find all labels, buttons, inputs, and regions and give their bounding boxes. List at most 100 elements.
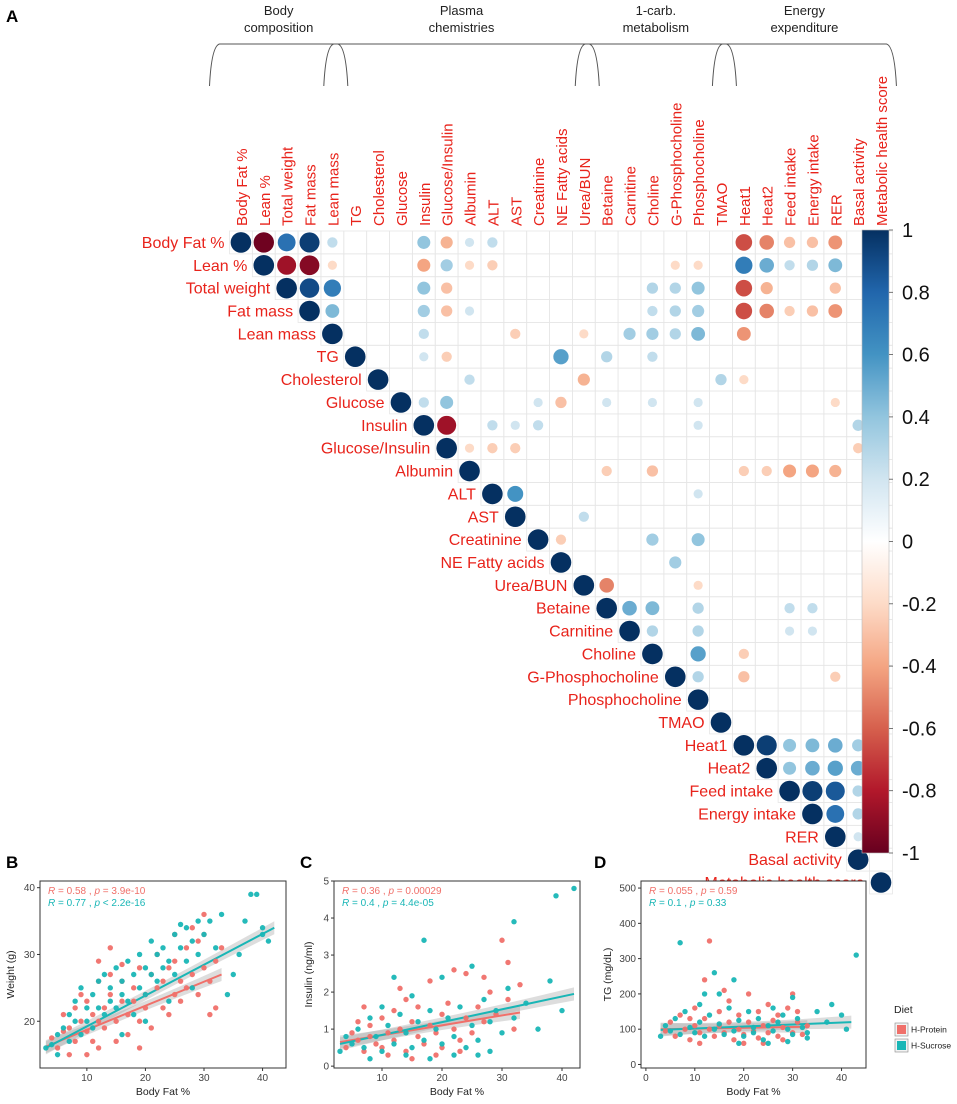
fit-line-h-sucrose xyxy=(660,1021,852,1031)
grid-cell xyxy=(640,482,665,506)
point-h-sucrose xyxy=(814,1008,820,1015)
point-h-sucrose xyxy=(409,993,415,999)
point-h-protein xyxy=(379,1015,385,1021)
group-label-body: Body xyxy=(264,3,294,18)
grid-cell xyxy=(526,322,550,346)
grid-cell xyxy=(389,299,413,323)
point-h-protein xyxy=(385,1052,391,1058)
grid-cell xyxy=(823,367,848,392)
corr-circle-creatinine-choline xyxy=(646,533,659,546)
row-label-lean-mass: Lean mass xyxy=(238,326,316,343)
grid-cell xyxy=(572,230,596,255)
point-h-protein xyxy=(136,1018,143,1024)
grid-cell xyxy=(800,504,825,529)
colorbar-label-1: -1 xyxy=(902,843,920,865)
point-h-sucrose xyxy=(95,978,102,984)
grid-cell xyxy=(663,482,688,506)
col-label-alt: ALT xyxy=(485,200,502,226)
point-h-sucrose xyxy=(475,1037,481,1043)
point-h-protein xyxy=(745,1019,752,1025)
grid-cell xyxy=(526,299,550,323)
point-h-protein xyxy=(195,991,201,998)
point-h-protein xyxy=(475,1004,481,1010)
point-h-sucrose xyxy=(224,991,231,998)
point-h-sucrose xyxy=(760,1037,766,1043)
point-h-sucrose xyxy=(379,1004,385,1010)
grid-cell xyxy=(823,436,848,460)
plot-b: 10 20 30 40 20 30 40 Body Fat % Weight (g) R = 0.… xyxy=(5,880,287,1098)
col-label-heat2: Heat2 xyxy=(760,186,777,226)
grid-cell xyxy=(411,367,436,392)
corr-circle-insulin-glucose-insulin xyxy=(437,415,457,435)
point-h-sucrose xyxy=(101,1011,108,1018)
point-h-protein xyxy=(755,1008,762,1015)
point-h-protein xyxy=(780,1037,786,1043)
corr-circle-total-weight-heat1 xyxy=(735,279,753,297)
row-label-lean: Lean % xyxy=(193,258,247,275)
corr-circle-glucose-insulin-alt xyxy=(487,443,498,454)
point-h-protein xyxy=(716,1008,722,1015)
grid-cell xyxy=(389,367,413,392)
point-h-protein xyxy=(421,1041,427,1047)
point-h-sucrose xyxy=(142,1018,149,1024)
point-h-protein xyxy=(415,1004,421,1010)
grid-cell xyxy=(686,436,710,460)
point-h-sucrose xyxy=(213,945,219,951)
grid-cell xyxy=(663,459,688,483)
points xyxy=(657,938,859,1047)
y-tick-label: 40 xyxy=(24,883,36,894)
grid-cell xyxy=(777,687,802,712)
point-h-sucrose xyxy=(439,974,445,980)
colorbar-label-0: 0 xyxy=(902,532,913,554)
row-label-total-weight: Total weight xyxy=(186,281,271,298)
grid-cell xyxy=(709,642,733,666)
grid-cell xyxy=(343,230,368,255)
stats-p-symbol: p xyxy=(93,898,100,909)
grid-cell xyxy=(869,870,893,895)
point-h-sucrose xyxy=(107,998,113,1004)
col-label-tmao: TMAO xyxy=(714,183,731,226)
grid-cell xyxy=(572,299,596,323)
point-h-sucrose xyxy=(72,998,78,1004)
stats-r-value: = 0.1 , xyxy=(656,898,690,909)
point-h-protein xyxy=(177,998,184,1004)
point-h-protein xyxy=(218,945,225,951)
corr-circle-heat2-energy-intake xyxy=(805,760,820,776)
point-h-sucrose xyxy=(711,970,718,976)
grid-cell xyxy=(754,527,779,552)
corr-circle-fat-mass-rer xyxy=(828,304,843,318)
x-axis-label: Body Fat % xyxy=(726,1086,780,1098)
grid-cell xyxy=(754,367,779,392)
point-h-sucrose xyxy=(415,1019,421,1025)
point-h-sucrose xyxy=(721,1031,727,1038)
corr-circle-glucose-creatinine xyxy=(533,397,543,408)
point-h-sucrose xyxy=(535,1026,541,1032)
corr-circle-energy-intake-rer xyxy=(826,805,845,823)
point-h-protein xyxy=(119,998,125,1004)
point-h-sucrose xyxy=(367,1056,373,1062)
point-h-protein xyxy=(692,1005,698,1011)
point-h-sucrose xyxy=(242,918,248,924)
point-h-protein xyxy=(481,974,487,980)
grid-cell xyxy=(526,276,550,300)
grid-cell xyxy=(594,299,619,323)
row-label-phosphocholine: Phosphocholine xyxy=(568,692,682,709)
group-brace xyxy=(574,43,737,87)
grid-cell xyxy=(594,367,619,392)
points xyxy=(337,885,577,1062)
point-h-sucrose xyxy=(60,1025,67,1031)
grid-cell xyxy=(549,436,573,460)
point-h-protein xyxy=(183,985,190,991)
grid-cell xyxy=(686,367,710,392)
corr-circle-glucose-insulin xyxy=(418,397,429,408)
corr-diagonal-feed-intake xyxy=(779,780,800,802)
point-h-protein xyxy=(765,1030,771,1036)
grid-cell xyxy=(663,230,688,255)
point-h-sucrose xyxy=(177,921,184,928)
col-label-heat1: Heat1 xyxy=(737,186,754,226)
row-label-ast: AST xyxy=(468,509,499,526)
point-h-sucrose xyxy=(687,1024,693,1031)
grid-cell xyxy=(549,253,573,278)
point-h-sucrose xyxy=(154,978,160,984)
grid-cell xyxy=(640,253,665,278)
